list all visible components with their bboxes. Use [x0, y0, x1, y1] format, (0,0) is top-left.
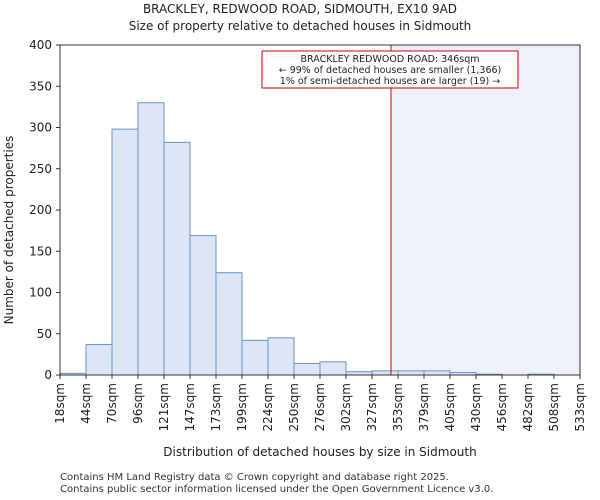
chart-subtitle: Size of property relative to detached ho… [128, 19, 472, 33]
x-tick-label: 508sqm [547, 383, 561, 431]
footer-line-2: Contains public sector information licen… [60, 484, 494, 495]
x-tick-label: 121sqm [157, 383, 171, 431]
bar-147sqm [189, 235, 217, 376]
annotation-line3: 1% of semi-detached houses are larger (1… [280, 76, 500, 87]
annotation-line1: BRACKLEY REDWOOD ROAD: 346sqm [301, 54, 480, 65]
y-tick-label: 200 [29, 203, 52, 217]
x-tick-label: 327sqm [365, 383, 379, 431]
x-tick-label: 96sqm [131, 383, 145, 424]
x-tick-label: 482sqm [521, 383, 535, 431]
x-tick-label: 302sqm [339, 383, 353, 431]
x-axis-label: Distribution of detached houses by size … [163, 445, 477, 459]
x-tick-label: 405sqm [443, 383, 457, 431]
highlight-region [390, 45, 580, 375]
x-tick-label: 44sqm [79, 383, 93, 424]
bar-379sqm [423, 370, 451, 376]
y-axis-label: Number of detached properties [2, 136, 16, 325]
y-tick-label: 400 [29, 38, 52, 52]
y-tick-label: 50 [37, 327, 52, 341]
x-tick-label: 379sqm [417, 383, 431, 431]
y-tick-label: 350 [29, 79, 52, 93]
x-tick-label: 70sqm [105, 383, 119, 424]
bar-250sqm [293, 362, 321, 376]
bar-199sqm [241, 339, 269, 376]
annotation-box [261, 50, 519, 89]
x-tick-label: 199sqm [235, 383, 249, 431]
x-tick-label: 173sqm [209, 383, 223, 431]
bar-327sqm [371, 370, 399, 376]
chart-title: BRACKLEY, REDWOOD ROAD, SIDMOUTH, EX10 9… [142, 2, 458, 16]
x-tick-label: 353sqm [391, 383, 405, 431]
y-tick-label: 150 [29, 244, 52, 258]
x-tick-label: 147sqm [183, 383, 197, 431]
bar-121sqm [163, 141, 191, 376]
bar-44sqm [85, 343, 113, 376]
footer-line-1: Contains HM Land Registry data © Crown c… [60, 472, 449, 483]
bar-173sqm [215, 272, 243, 376]
y-tick-label: 100 [29, 286, 52, 300]
x-tick-label: 533sqm [573, 383, 587, 431]
x-tick-label: 250sqm [287, 383, 301, 431]
x-tick-label: 224sqm [261, 383, 275, 431]
y-tick-label: 300 [29, 121, 52, 135]
x-tick-label: 18sqm [53, 383, 67, 424]
bar-224sqm [267, 337, 295, 376]
x-tick-label: 430sqm [469, 383, 483, 431]
annotation-line2: ← 99% of detached houses are smaller (1,… [279, 65, 502, 76]
y-tick-label: 0 [44, 368, 52, 382]
bar-70sqm [111, 128, 139, 376]
y-tick-label: 250 [29, 162, 52, 176]
bar-96sqm [137, 102, 165, 376]
x-tick-label: 456sqm [495, 383, 509, 431]
x-tick-label: 276sqm [313, 383, 327, 431]
bar-353sqm [397, 370, 425, 376]
bar-276sqm [319, 361, 347, 376]
